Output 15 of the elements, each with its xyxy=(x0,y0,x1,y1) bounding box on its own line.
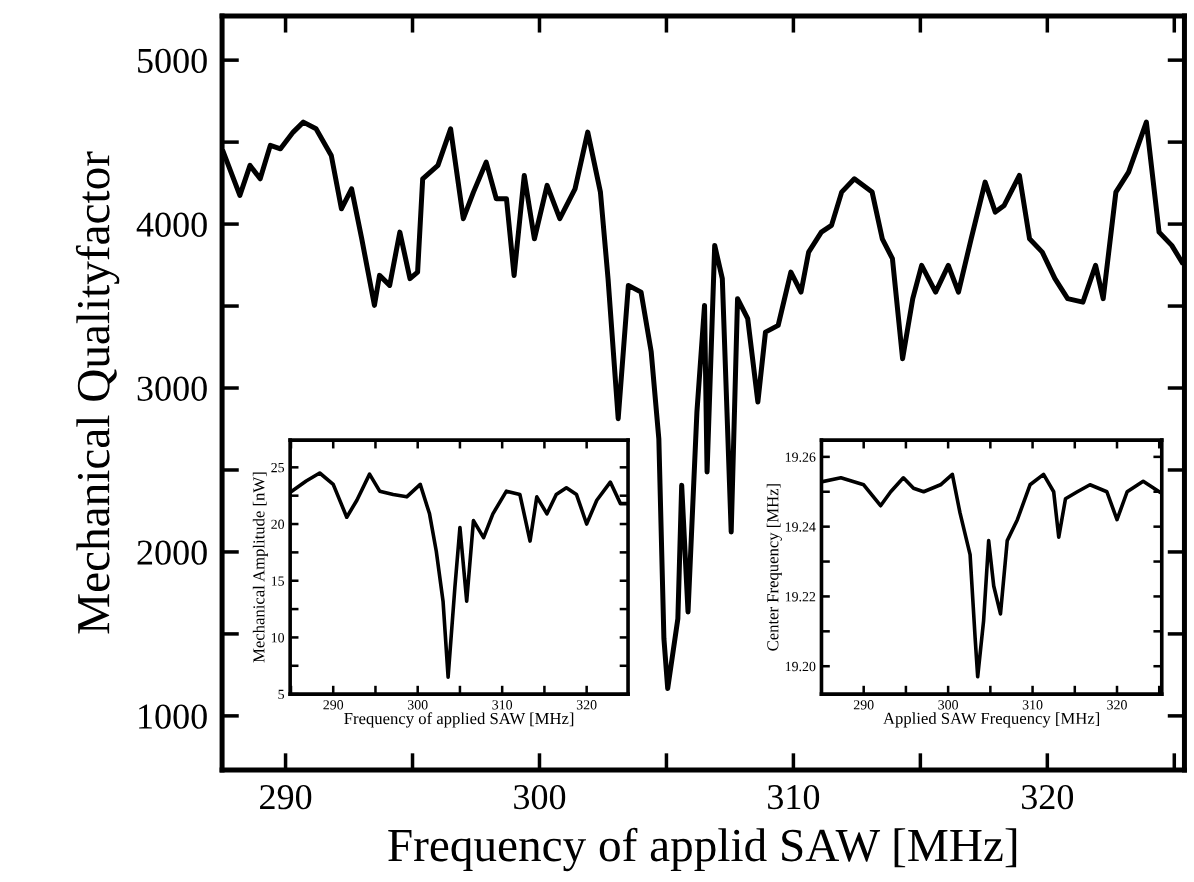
y-axis-title: Center Frequency [MHz] xyxy=(766,484,782,651)
y-axis-title: Mechanical Amplitude [nW] xyxy=(252,472,268,663)
x-tick-label: 300 xyxy=(514,784,566,810)
y-tick-label: 2000 xyxy=(137,540,207,565)
y-axis-title: Mechanical Qualityfactor xyxy=(75,151,120,634)
y-tick-label: 3000 xyxy=(137,376,207,401)
x-axis-title: Frequency of applied SAW [MHz] xyxy=(344,712,574,728)
x-axis-title: Applied SAW Frequency [MHz] xyxy=(883,712,1100,728)
x-tick-label: 320 xyxy=(1021,784,1074,810)
y-tick-label: 1000 xyxy=(139,704,207,729)
x-tick-label: 310 xyxy=(768,784,820,810)
x-axis-title: Frequency of applid SAW [MHz] xyxy=(388,827,1017,872)
y-tick-label: 5000 xyxy=(138,48,207,74)
x-tick-label: 290 xyxy=(260,784,312,810)
y-tick-label: 4000 xyxy=(136,212,207,237)
